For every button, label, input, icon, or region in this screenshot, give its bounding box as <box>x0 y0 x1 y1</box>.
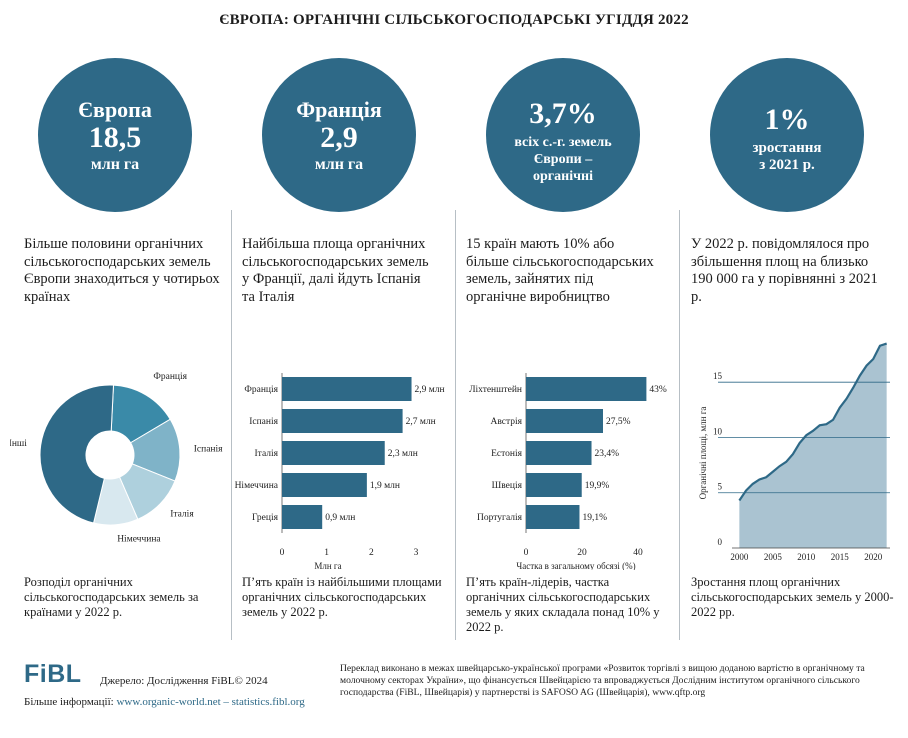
bar-value-label: 1,9 млн <box>370 481 400 491</box>
stat-circle-growth-value: 1% <box>764 103 810 136</box>
bar <box>526 377 647 401</box>
chart-caption: Розподіл органічних сільськогосподарськи… <box>24 575 199 619</box>
y-tick-label: 0 <box>718 537 723 547</box>
bar-chart-top-share: Ліхтенштейн 43% Австрія 27,5% Естонія 23,4% Шв… <box>469 373 667 570</box>
stat-circle-share-line2: Європи – <box>533 152 593 167</box>
pie-label: Франція <box>153 372 187 382</box>
x-tick-label: 20 <box>577 548 587 558</box>
stat-circle-france-label: Франція <box>296 97 382 122</box>
bar-value-label: 23,4% <box>595 449 620 459</box>
bar-value-label: 27,5% <box>606 417 631 427</box>
bar-chart-top-area: Франція 2,9 млн Іспанія 2,7 млн Італія 2,3 мл… <box>235 373 445 570</box>
x-tick-label: 2010 <box>797 552 816 562</box>
y-tick-label: 15 <box>713 371 723 381</box>
bar-value-label: 19,9% <box>585 481 610 491</box>
x-tick-label: 1 <box>324 548 329 558</box>
stat-circle-growth-line2: з 2021 р. <box>759 157 815 173</box>
chart-caption: П’ять країн-лідерів, частка органічних с… <box>466 575 660 634</box>
bar-category-label: Ліхтенштейн <box>469 384 522 395</box>
pie-label: Італія <box>170 510 194 520</box>
panel-description: Найбільша площа органічних сільськогоспо… <box>242 236 429 305</box>
y-tick-label: 5 <box>718 482 723 492</box>
bar <box>282 473 367 497</box>
more-info-links[interactable]: www.organic-world.net – statistics.fibl.… <box>116 696 305 708</box>
x-tick-label: 40 <box>633 548 643 558</box>
pie-label: Іспанія <box>194 445 223 455</box>
area-chart-growth: 0 5 10 15 2000 2005 2010 2015 2020 Органічні площ… <box>698 342 890 562</box>
stat-circle-europe-value: 18,5 <box>88 121 142 154</box>
panel-description: 15 країн мають 10% або більше сільського… <box>466 236 654 305</box>
bar-value-label: 2,3 млн <box>388 449 418 459</box>
translation-note: Переклад виконано в межах швейцарсько-ук… <box>340 663 865 698</box>
stat-circle-france-unit: млн га <box>314 156 364 173</box>
stat-circle-share-line3: органічні <box>533 169 593 184</box>
more-info: Більше інформації: www.organic-world.net… <box>24 696 305 708</box>
x-tick-label: 2000 <box>730 552 749 562</box>
area-line <box>738 342 887 502</box>
pie-label: Німеччина <box>117 535 161 545</box>
chart-caption: П’ять країн із найбільшими площами орган… <box>242 575 442 619</box>
more-info-label: Більше інформації: <box>24 696 114 708</box>
column-divider <box>679 210 680 640</box>
panel-description: Більше половини органічних сільськогоспо… <box>24 236 220 305</box>
stat-circle-share: 3,7% всіх с.-г. земель Європи – органічн… <box>486 58 640 212</box>
bar-value-label: 2,7 млн <box>406 417 436 427</box>
chart-caption: Зростання площ органічних сільськогоспод… <box>691 575 894 619</box>
source-note: Джерело: Дослідження FiBL© 2024 <box>100 675 268 687</box>
bar <box>526 409 603 433</box>
stat-circle-share-value: 3,7% <box>529 97 597 130</box>
pie-chart: Франція Іспанія Італія Німеччина Інші <box>10 372 223 545</box>
stat-circle-france: Франція 2,9 млн га <box>262 58 416 212</box>
stat-circle-europe: Європа 18,5 млн га <box>38 58 192 212</box>
page-title: ЄВРОПА: ОРГАНІЧНІ СІЛЬСЬКОГОСПОДАРСЬКІ У… <box>219 12 689 28</box>
stat-circle-europe-label: Європа <box>78 97 152 122</box>
bar-value-label: 43% <box>649 385 667 395</box>
fibl-logo: FiBL <box>24 660 82 689</box>
stat-circle-france-value: 2,9 <box>320 121 358 154</box>
x-axis-label: Частка в загальному обсязі (%) <box>516 561 635 570</box>
stat-circle-growth-line1: зростання <box>752 140 822 156</box>
bar <box>526 441 592 465</box>
bar-value-label: 19,1% <box>582 513 607 523</box>
pie-label: Інші <box>10 439 27 449</box>
bar-category-label: Італія <box>255 449 279 459</box>
column-divider <box>455 210 456 640</box>
x-tick-label: 0 <box>524 548 529 558</box>
bar-category-label: Швеція <box>492 481 523 491</box>
bar-category-label: Німеччина <box>235 481 279 491</box>
bar-category-label: Португалія <box>477 513 523 523</box>
bar <box>282 441 385 465</box>
x-tick-label: 2015 <box>831 552 850 562</box>
x-tick-label: 0 <box>280 548 285 558</box>
bar-value-label: 2,9 млн <box>415 385 445 395</box>
bar <box>526 473 582 497</box>
bar <box>526 505 580 529</box>
bar-category-label: Естонія <box>491 449 523 459</box>
bar <box>282 505 323 529</box>
stat-circle-share-line1: всіх с.-г. земель <box>514 135 612 150</box>
fibl-logo-text: FiBL <box>24 660 82 688</box>
x-tick-label: 2005 <box>764 552 783 562</box>
bar <box>282 377 412 401</box>
bar-value-label: 0,9 млн <box>325 513 355 523</box>
y-tick-label: 10 <box>713 426 723 436</box>
pie-slice <box>39 384 115 524</box>
stat-circle-growth: 1% зростання з 2021 р. <box>710 58 864 212</box>
x-tick-label: 2020 <box>864 552 883 562</box>
panel-description: У 2022 р. повідомлялося про збільшення п… <box>691 236 878 305</box>
area-fill <box>739 343 887 548</box>
bar-category-label: Австрія <box>490 417 522 427</box>
x-tick-label: 2 <box>369 548 374 558</box>
bar-category-label: Греція <box>252 513 279 523</box>
y-axis-label: Органічні площі, млн га <box>698 407 708 500</box>
stat-circle-europe-unit: млн га <box>90 156 140 173</box>
bar-category-label: Франція <box>244 385 278 395</box>
x-tick-label: 3 <box>414 548 419 558</box>
column-divider <box>231 210 232 640</box>
x-axis-label: Млн га <box>314 561 341 570</box>
bar <box>282 409 403 433</box>
bar-category-label: Іспанія <box>249 417 278 427</box>
